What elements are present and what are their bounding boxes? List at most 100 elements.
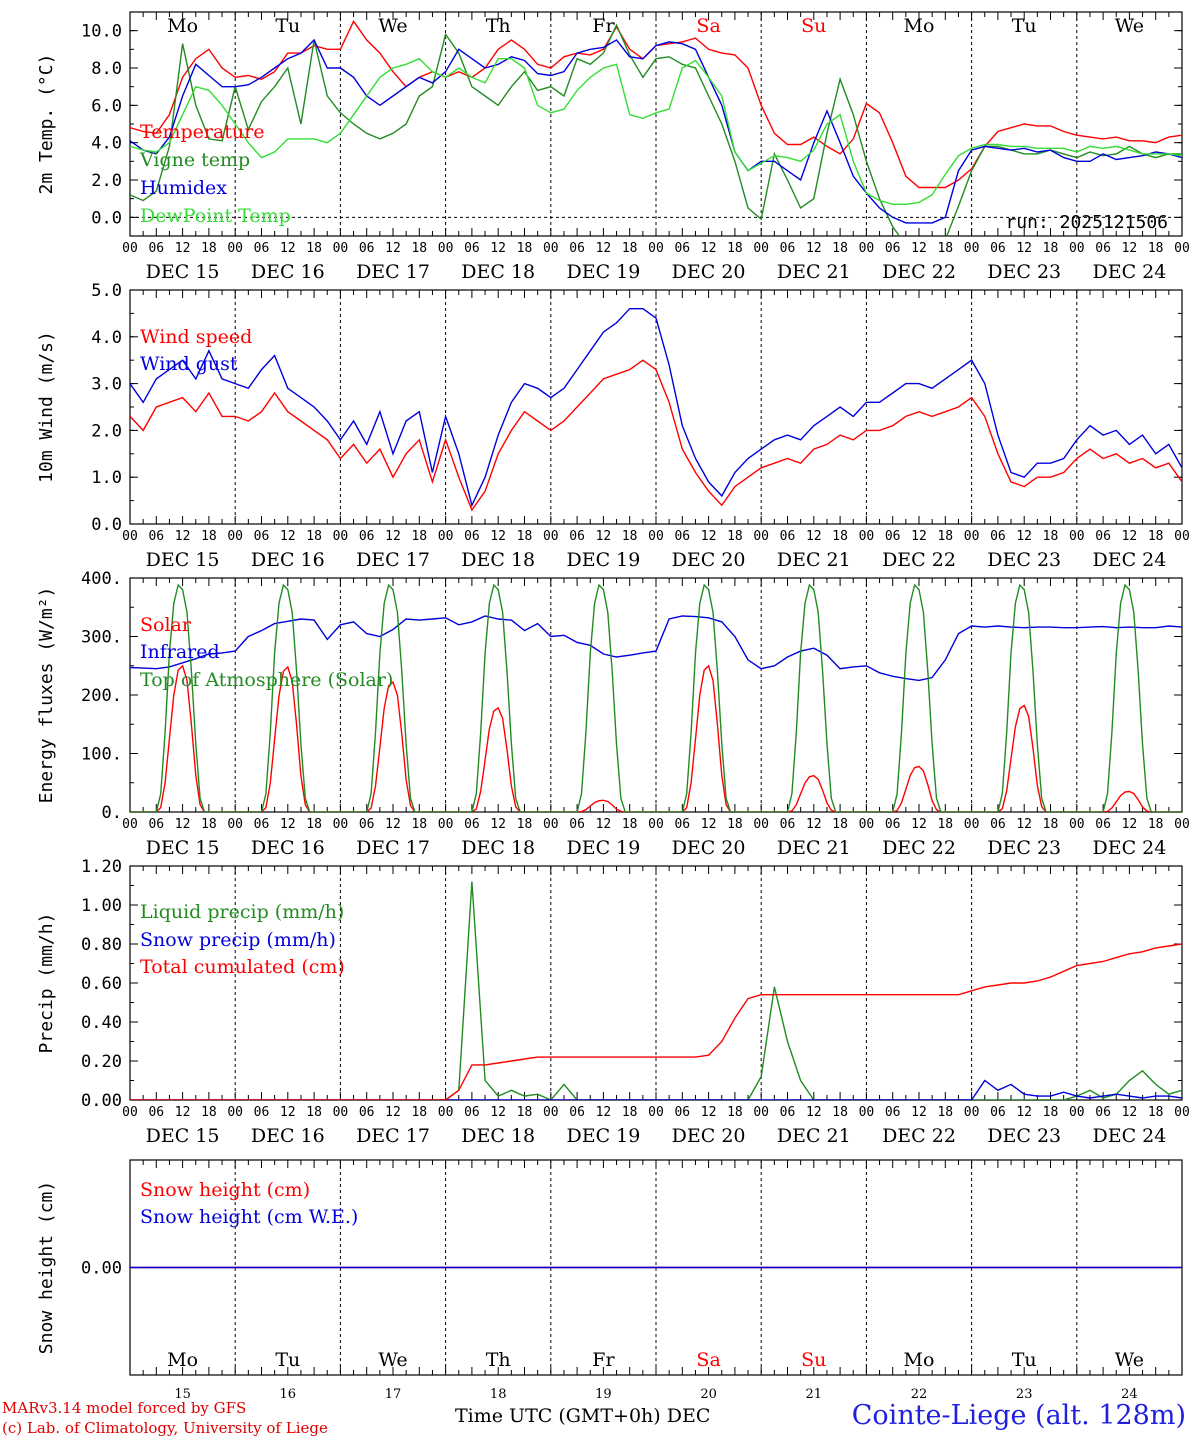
date-label: DEC 22 bbox=[882, 837, 956, 859]
hour-tick-label: 12 bbox=[701, 817, 717, 832]
hour-tick-label: 06 bbox=[780, 529, 796, 544]
hour-tick-label: 12 bbox=[280, 1105, 296, 1120]
hour-tick-label: 00 bbox=[122, 241, 138, 256]
y-tick-label: 10.0 bbox=[81, 22, 122, 42]
hour-tick-label: 00 bbox=[438, 1105, 454, 1120]
weekday-label: Th bbox=[486, 15, 511, 37]
hour-tick-label: 00 bbox=[333, 529, 349, 544]
legend-wind-gust: Wind gust bbox=[140, 353, 238, 375]
day-number-label: 24 bbox=[1121, 1387, 1138, 1402]
hour-tick-label: 12 bbox=[1016, 529, 1032, 544]
hour-tick-label: 00 bbox=[1069, 817, 1085, 832]
x-axis-label: Time UTC (GMT+0h) DEC bbox=[455, 1405, 710, 1427]
date-label: DEC 23 bbox=[987, 549, 1061, 571]
y-tick-label: 0.0 bbox=[91, 208, 122, 228]
panel-5: 0.00 Snow height (cm) Snow height (cm) Snow… bbox=[36, 1159, 1183, 1402]
hour-tick-label: 06 bbox=[780, 817, 796, 832]
hour-tick-label: 06 bbox=[885, 1105, 901, 1120]
series-group bbox=[130, 583, 1182, 812]
hour-tick-label: 18 bbox=[201, 817, 217, 832]
hour-tick-label: 12 bbox=[490, 529, 506, 544]
hour-tick-label: 06 bbox=[148, 241, 164, 256]
y-axis-label: Energy fluxes (W/m²) bbox=[36, 587, 57, 804]
lab-credit: (c) Lab. of Climatology, University of L… bbox=[2, 1419, 328, 1437]
hour-tick-label: 12 bbox=[1122, 1105, 1138, 1120]
y-tick-label: 200. bbox=[81, 686, 122, 706]
hour-tick-label: 12 bbox=[385, 1105, 401, 1120]
hour-tick-label: 06 bbox=[674, 1105, 690, 1120]
hour-tick-label: 12 bbox=[806, 1105, 822, 1120]
hour-tick-label: 00 bbox=[753, 241, 769, 256]
hour-tick-label: 18 bbox=[622, 241, 638, 256]
day-number-label: 22 bbox=[911, 1387, 928, 1402]
hour-tick-label: 06 bbox=[780, 1105, 796, 1120]
day-number-label: 19 bbox=[595, 1387, 612, 1402]
hour-tick-label: 06 bbox=[569, 529, 585, 544]
hour-tick-label: 00 bbox=[1174, 529, 1190, 544]
y-tick-label: 4.0 bbox=[91, 134, 122, 154]
date-label: DEC 24 bbox=[1092, 261, 1166, 283]
hour-tick-label: 00 bbox=[859, 1105, 875, 1120]
hour-tick-label: 12 bbox=[490, 241, 506, 256]
y-tick-label: 0.00 bbox=[81, 1091, 122, 1111]
weekday-label: Mo bbox=[904, 15, 935, 37]
series-line-wind-gust bbox=[130, 308, 1182, 508]
weekday-label: We bbox=[378, 1349, 407, 1371]
date-label: DEC 19 bbox=[566, 1125, 640, 1147]
hour-tick-label: 00 bbox=[753, 529, 769, 544]
hour-tick-label: 06 bbox=[359, 1105, 375, 1120]
y-tick-label: 0.0 bbox=[91, 515, 122, 535]
date-label: DEC 16 bbox=[251, 261, 325, 283]
hour-tick-label: 06 bbox=[990, 1105, 1006, 1120]
run-annotation: run: 2025121506 bbox=[1005, 212, 1168, 233]
y-tick-label: 2.0 bbox=[91, 421, 122, 441]
hour-tick-label: 06 bbox=[674, 241, 690, 256]
panel-3: 0. 100. 200. 300. 400. Energy fluxes (W/m²) So… bbox=[36, 569, 1190, 859]
date-label: DEC 17 bbox=[356, 549, 430, 571]
date-label: DEC 23 bbox=[987, 261, 1061, 283]
hour-tick-label: 18 bbox=[1043, 241, 1059, 256]
hour-tick-label: 18 bbox=[1043, 529, 1059, 544]
weekday-label: Mo bbox=[904, 1349, 935, 1371]
y-axis-label: Precip (mm/h) bbox=[36, 913, 57, 1054]
hour-tick-label: 18 bbox=[622, 1105, 638, 1120]
hour-tick-label: 06 bbox=[359, 817, 375, 832]
series-line-infrared bbox=[130, 615, 1182, 682]
hour-tick-label: 06 bbox=[359, 241, 375, 256]
hour-tick-label: 00 bbox=[648, 817, 664, 832]
hour-tick-label: 18 bbox=[517, 1105, 533, 1120]
hour-tick-label: 06 bbox=[1095, 529, 1111, 544]
hour-tick-label: 00 bbox=[753, 817, 769, 832]
hour-tick-label: 00 bbox=[859, 529, 875, 544]
date-label: DEC 22 bbox=[882, 1125, 956, 1147]
date-label: DEC 19 bbox=[566, 549, 640, 571]
hour-tick-label: 00 bbox=[543, 1105, 559, 1120]
y-tick-label: 3.0 bbox=[91, 375, 122, 395]
y-tick-label: 1.0 bbox=[91, 468, 122, 488]
series-group bbox=[130, 19, 1182, 236]
hour-tick-label: 06 bbox=[254, 817, 270, 832]
weekday-label: We bbox=[1115, 15, 1144, 37]
hour-tick-label: 00 bbox=[964, 241, 980, 256]
day-number-label: 15 bbox=[174, 1387, 191, 1402]
hour-tick-label: 18 bbox=[727, 1105, 743, 1120]
hour-tick-label: 06 bbox=[569, 241, 585, 256]
hour-tick-label: 18 bbox=[1148, 817, 1164, 832]
date-label: DEC 20 bbox=[672, 1125, 746, 1147]
hour-tick-label: 18 bbox=[937, 817, 953, 832]
y-tick-label: 2.0 bbox=[91, 171, 122, 191]
hour-tick-label: 06 bbox=[359, 529, 375, 544]
weekday-label: Su bbox=[801, 1349, 826, 1371]
weekday-label: Tu bbox=[275, 15, 300, 37]
date-label: DEC 17 bbox=[356, 1125, 430, 1147]
date-label: DEC 15 bbox=[146, 261, 220, 283]
hour-tick-label: 00 bbox=[438, 529, 454, 544]
series-line-snow-precip-mm-h- bbox=[130, 1079, 1182, 1100]
hour-tick-label: 12 bbox=[596, 241, 612, 256]
x-axis-label-text: Time UTC (GMT+0h) bbox=[455, 1405, 661, 1427]
y-tick-label: 0.60 bbox=[81, 974, 122, 994]
hour-tick-label: 12 bbox=[280, 241, 296, 256]
hour-tick-label: 12 bbox=[806, 817, 822, 832]
y-tick-label: 8.0 bbox=[91, 59, 122, 79]
hour-tick-label: 18 bbox=[201, 1105, 217, 1120]
